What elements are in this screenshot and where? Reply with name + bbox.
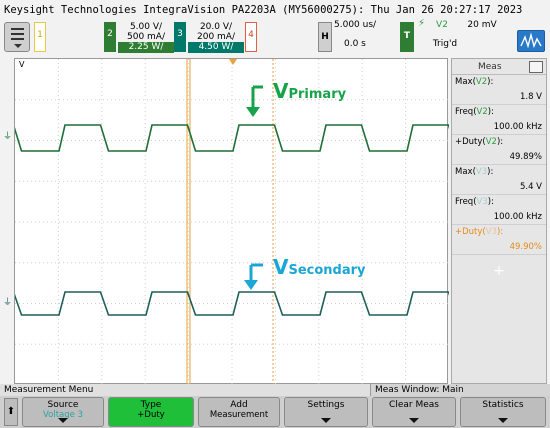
- channel-1-button[interactable]: 1: [34, 22, 46, 52]
- ch2-current[interactable]: 500 mA/: [127, 32, 165, 42]
- softkey-source-arrow-icon: [58, 418, 68, 423]
- window-title: Keysight Technologies IntegraVision PA22…: [4, 4, 523, 16]
- ch2-power[interactable]: 2.25 W/: [118, 42, 174, 53]
- horizontal-button[interactable]: H: [318, 22, 332, 52]
- meas-label[interactable]: Max(V2):: [455, 77, 494, 87]
- trace-secondary: [15, 291, 449, 316]
- meas-label[interactable]: Freq(V2):: [455, 107, 494, 117]
- ch2-scale[interactable]: 5.00 V/: [129, 22, 163, 32]
- meas-label[interactable]: +Duty(V3):: [455, 227, 504, 237]
- delay-value[interactable]: 0.0 s: [344, 39, 366, 49]
- meas-value: 49.89%: [452, 150, 546, 165]
- meas-value: 100.00 kHz: [452, 120, 546, 135]
- softkey-clear-arrow-icon: [409, 418, 419, 423]
- softkey-source-label: Source: [47, 400, 79, 410]
- ch3-scale[interactable]: 20.0 V/: [199, 22, 233, 32]
- meas-label[interactable]: +Duty(V2):: [455, 137, 504, 147]
- trigger-position-marker: [229, 59, 237, 65]
- secondary-annotation-arrow: [244, 263, 263, 290]
- trace-primary: [15, 124, 449, 152]
- softkey-add-label: Add: [230, 400, 248, 410]
- softkey-clear-meas[interactable]: Clear Meas: [372, 397, 456, 427]
- softkey-type-label: Type: [140, 400, 162, 410]
- meas-window-label: Meas Window: Main: [370, 384, 550, 396]
- softkey-settings-arrow-icon: [321, 418, 331, 423]
- primary-label: VPrimary: [273, 79, 347, 103]
- trigger-source[interactable]: V2: [436, 20, 448, 30]
- grid-top-label: V: [19, 60, 25, 69]
- softkey-source-value: Voltage 3: [43, 410, 83, 420]
- meas-value: 5.4 V: [452, 180, 546, 195]
- primary-annotation-arrow: [246, 85, 263, 117]
- ch3-ground-marker[interactable]: ⏚: [3, 298, 13, 308]
- softkey-source[interactable]: Source Voltage 3: [22, 397, 104, 427]
- softkey-type-value: +Duty: [137, 410, 165, 420]
- ch3-current[interactable]: 200 mA/: [197, 32, 235, 42]
- measurement-panel: Meas Max(V2): 1.8 V Freq(V2): 100.00 kHz +Du…: [451, 58, 547, 384]
- softkey-settings[interactable]: Settings: [284, 397, 368, 427]
- secondary-label: VSecondary: [273, 255, 366, 279]
- softkey-add-measurement[interactable]: Add Measurement: [198, 397, 280, 427]
- trigger-button[interactable]: T: [400, 22, 414, 52]
- meas-header-label: Meas: [478, 62, 502, 72]
- softkey-statistics[interactable]: Statistics: [460, 397, 546, 427]
- panel-menu-icon[interactable]: [529, 61, 543, 73]
- channel-2-button[interactable]: 2: [104, 22, 116, 52]
- channel-3-button[interactable]: 3: [174, 22, 186, 52]
- ch2-ground-marker[interactable]: ⏚: [3, 132, 13, 142]
- timebase-value[interactable]: 5.000 us/: [334, 20, 377, 30]
- softkey-settings-label: Settings: [307, 400, 345, 410]
- waveform-icon: [520, 32, 542, 49]
- softkey-clear-label: Clear Meas: [389, 400, 439, 410]
- trigger-edge-icon: ⚡: [418, 18, 426, 29]
- status-bar: Measurement Menu Meas Window: Main: [0, 384, 550, 396]
- fft-button[interactable]: [517, 30, 545, 52]
- trigger-level[interactable]: 20 mV: [467, 20, 497, 30]
- meas-header: Meas: [452, 59, 546, 75]
- trigger-status: Trig'd: [432, 39, 458, 49]
- add-meas-plus-icon[interactable]: +: [493, 263, 505, 279]
- meas-value: 100.00 kHz: [452, 210, 546, 225]
- meas-value: 1.8 V: [452, 90, 546, 105]
- ch3-power[interactable]: 4.50 W/: [188, 42, 244, 53]
- meas-value: 49.90%: [452, 240, 546, 255]
- menu-lines-icon: [11, 28, 24, 40]
- softkey-statistics-label: Statistics: [482, 400, 524, 410]
- softkey-bar: ⬆ Source Voltage 3 Type +Duty Add Measur…: [0, 396, 550, 428]
- meas-label[interactable]: Max(V3):: [455, 167, 494, 177]
- softkey-statistics-arrow-icon: [498, 418, 508, 423]
- meas-label[interactable]: Freq(V3):: [455, 197, 494, 207]
- graticule: [15, 59, 449, 385]
- back-up-arrow-icon[interactable]: ⬆: [4, 398, 18, 426]
- chevron-down-icon: [14, 44, 22, 48]
- softkey-type[interactable]: Type +Duty: [108, 397, 194, 427]
- menu-title: Measurement Menu: [4, 385, 94, 395]
- menu-button[interactable]: [4, 22, 30, 52]
- channel-4-button[interactable]: 4: [245, 22, 257, 52]
- softkey-add-sub: Measurement: [209, 410, 269, 420]
- waveform-display[interactable]: V ⏚ ⏚ VPrimary VSecondary: [3, 58, 449, 385]
